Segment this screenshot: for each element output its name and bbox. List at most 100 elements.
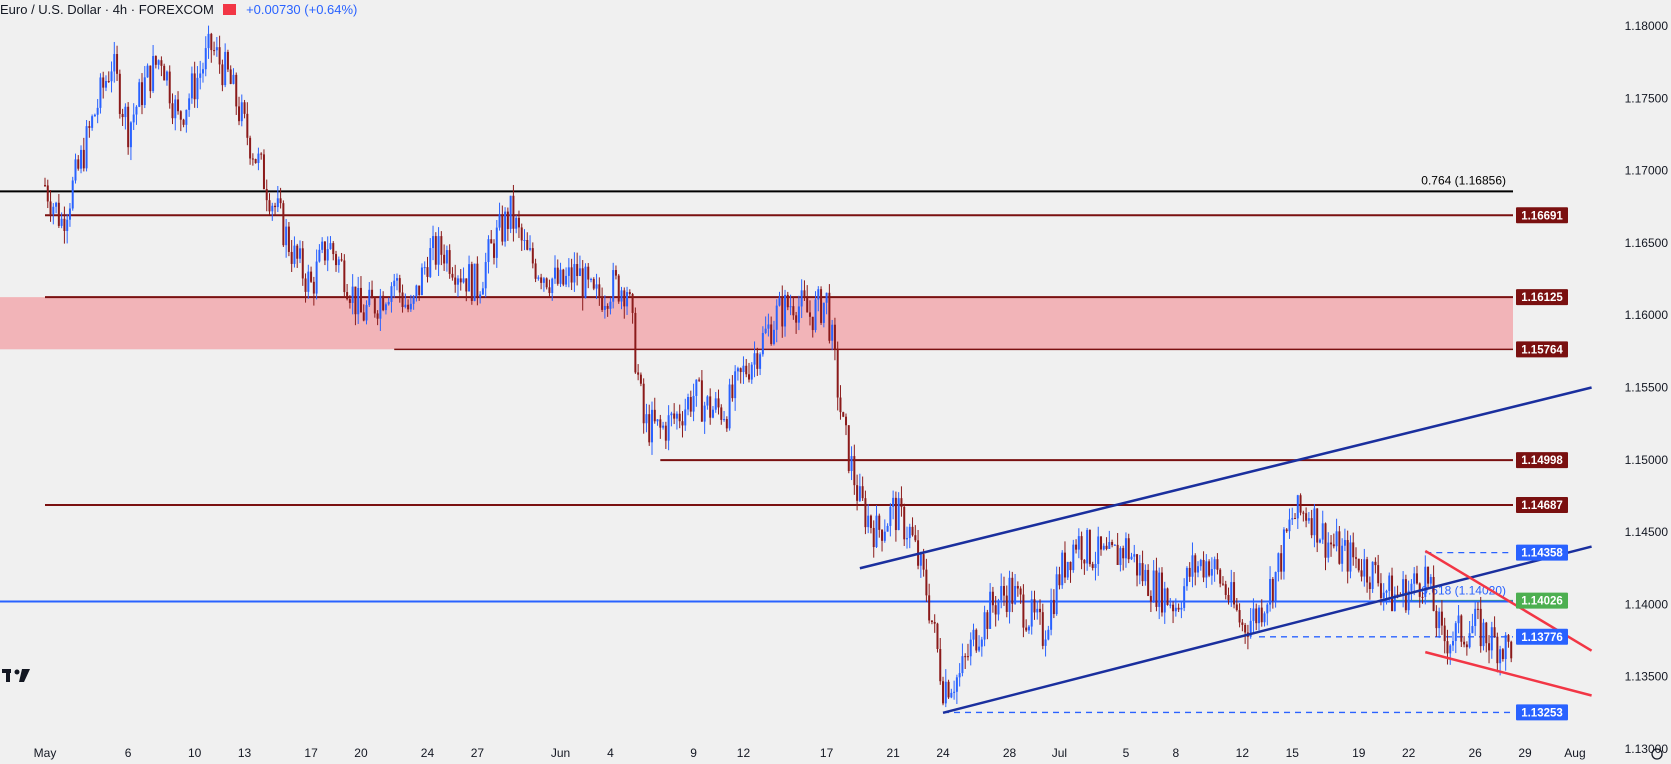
candle-101-body <box>323 241 326 261</box>
candle-460-body <box>1318 539 1321 543</box>
candle-119-body <box>373 298 376 314</box>
price-badge-1.14998 <box>1516 452 1568 469</box>
candle-189-body <box>567 267 570 276</box>
candle-243-body <box>717 398 720 408</box>
candle-339-body <box>983 612 986 640</box>
candle-286-body <box>836 349 839 398</box>
candle-225-body <box>667 415 670 441</box>
candle-432-body <box>1241 622 1244 625</box>
candle-284-body <box>831 324 834 341</box>
candle-256-body <box>753 353 756 365</box>
candle-303-body <box>883 531 886 541</box>
candle-211-body <box>628 292 631 295</box>
candle-171-body <box>517 217 520 228</box>
time-axis-panel <box>0 740 1671 764</box>
candle-174-body <box>526 239 529 250</box>
candle-123-body <box>384 304 387 311</box>
candle-312-body <box>908 526 911 539</box>
candle-323-body <box>939 649 942 682</box>
candle-325-body <box>944 681 947 704</box>
candle-35-body <box>141 82 144 106</box>
candle-162-body <box>493 243 496 258</box>
candle-99-body <box>318 249 321 262</box>
candle-140-body <box>432 236 435 249</box>
candle-236-body <box>698 379 701 381</box>
candle-319-body <box>928 595 931 621</box>
price-badge-label-1.14358: 1.14358 <box>1521 548 1563 560</box>
x-tick-25: Aug <box>1564 746 1585 760</box>
candle-486-body <box>1391 575 1394 611</box>
price-badge-1.16125 <box>1516 289 1568 306</box>
candle-450-body <box>1291 518 1294 520</box>
candle-272-body <box>797 306 800 323</box>
candle-159-body <box>484 262 487 289</box>
candle-328-body <box>953 691 956 693</box>
candle-266-body <box>781 297 784 327</box>
candle-473-body <box>1354 557 1357 559</box>
candle-482-body <box>1379 583 1382 599</box>
candle-346-body <box>1002 586 1005 596</box>
candle-314-body <box>914 535 917 541</box>
candle-143-body <box>440 236 443 255</box>
candle-154-body <box>470 264 473 301</box>
candle-30-body <box>127 106 130 148</box>
candle-261-body <box>767 324 770 329</box>
candle-526-body <box>1501 649 1504 660</box>
candle-386-body <box>1113 544 1116 546</box>
candle-344-body <box>997 600 1000 615</box>
candle-71-body <box>240 102 243 122</box>
candle-383-body <box>1105 545 1108 549</box>
candle-273-body <box>800 290 803 307</box>
candle-401-body <box>1155 570 1158 607</box>
price-badge-label-1.14026: 1.14026 <box>1521 596 1563 608</box>
candle-380-body <box>1097 536 1100 564</box>
candle-25-body <box>113 54 116 72</box>
candle-89-body <box>290 251 293 264</box>
candle-127-body <box>396 278 399 281</box>
candle-454-body <box>1302 512 1305 514</box>
candle-329-body <box>955 677 958 692</box>
candle-180-body <box>542 278 545 283</box>
candle-160-body <box>487 239 490 263</box>
symbol-title[interactable]: Euro / U.S. Dollar · 4h · FOREXCOM <box>0 2 214 17</box>
candle-74-body <box>249 137 252 159</box>
settings-icon <box>1651 748 1663 760</box>
candle-444-body <box>1274 572 1277 601</box>
candle-442-body <box>1269 578 1272 605</box>
candle-289-body <box>845 416 848 426</box>
candle-428-body <box>1230 582 1233 601</box>
candle-343-body <box>994 605 997 615</box>
candle-181-body <box>545 278 548 288</box>
candle-139-body <box>429 248 432 277</box>
candle-85-body <box>279 198 282 204</box>
candle-246-body <box>725 419 728 429</box>
candle-375-body <box>1083 559 1086 564</box>
candle-83-body <box>274 205 277 208</box>
candle-278-body <box>814 299 817 331</box>
candle-305-body <box>889 506 892 526</box>
candle-44-body <box>165 71 168 81</box>
x-tick-3: 13 <box>238 746 252 760</box>
candle-182-body <box>548 287 551 294</box>
candle-390-body <box>1124 538 1127 559</box>
candle-56-body <box>199 73 202 78</box>
candle-424-body <box>1219 569 1222 584</box>
candle-359-body <box>1039 608 1042 613</box>
price-badge-label-1.13776: 1.13776 <box>1521 632 1563 644</box>
candle-440-body <box>1263 613 1266 623</box>
candle-368-body <box>1063 552 1066 578</box>
candle-240-body <box>709 396 712 418</box>
candle-406-body <box>1169 604 1172 606</box>
price-badge-1.14026 <box>1516 592 1568 609</box>
candle-60-body <box>210 33 213 51</box>
candle-445-body <box>1277 553 1280 573</box>
candle-475-body <box>1360 570 1363 577</box>
candle-133-body <box>412 296 415 304</box>
candle-502-body <box>1435 610 1438 629</box>
candle-399-body <box>1149 595 1152 602</box>
candle-214-body <box>637 372 640 375</box>
x-tick-15: 28 <box>1003 746 1017 760</box>
candle-188-body <box>565 275 568 285</box>
candle-197-body <box>590 278 593 280</box>
